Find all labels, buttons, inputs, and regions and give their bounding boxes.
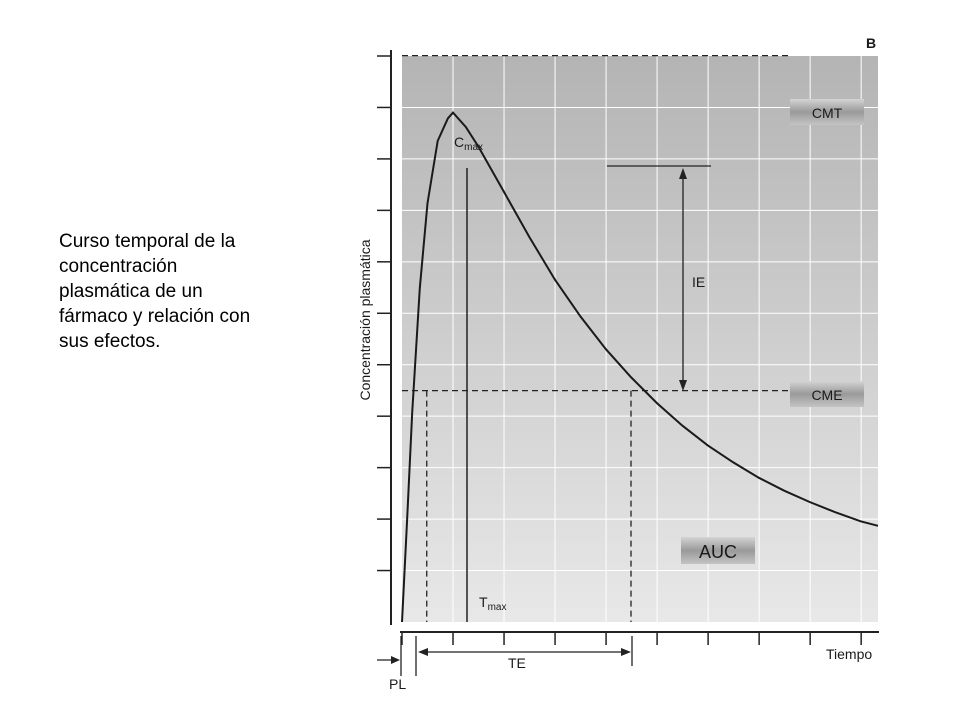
auc-label-box: AUC <box>681 537 755 564</box>
pl-arrow-head <box>391 656 400 664</box>
bottom-annotations <box>377 636 633 676</box>
grid-lines <box>402 56 878 622</box>
x-axis-label: Tiempo <box>826 646 872 662</box>
caption-line: Curso temporal de la <box>59 231 236 252</box>
figure-caption: Curso temporal de la concentración plasm… <box>59 229 309 354</box>
ie-arrow-head-top <box>679 168 687 179</box>
cme-label-box: CME <box>790 381 864 407</box>
plot-background <box>402 56 878 622</box>
therapeutic-window-arrow <box>607 165 711 391</box>
caption-line: fármaco y relación con <box>59 306 251 327</box>
caption-line: sus efectos. <box>59 331 161 352</box>
te-label: TE <box>508 655 526 671</box>
caption-line: concentración <box>59 256 178 277</box>
axes <box>377 50 879 645</box>
cmt-label-box: CMT <box>790 99 864 125</box>
pl-label: PL <box>389 676 406 692</box>
ie-arrow-head-bottom <box>679 380 687 391</box>
panel-letter: B <box>866 35 876 51</box>
tmax-label: Tmax <box>479 594 506 613</box>
te-arrow-head-right <box>621 648 631 656</box>
drop-lines <box>426 168 632 622</box>
te-arrow-head-left <box>418 648 428 656</box>
ie-label: IE <box>692 274 705 290</box>
caption-line: plasmática de un <box>59 281 203 302</box>
auc-label: AUC <box>699 542 737 562</box>
cme-label: CME <box>811 387 842 403</box>
concentration-curve <box>401 111 879 623</box>
y-axis-label: Concentración plasmática <box>357 239 373 400</box>
cmax-label: Cmax <box>454 134 483 153</box>
cmt-label: CMT <box>812 105 843 121</box>
